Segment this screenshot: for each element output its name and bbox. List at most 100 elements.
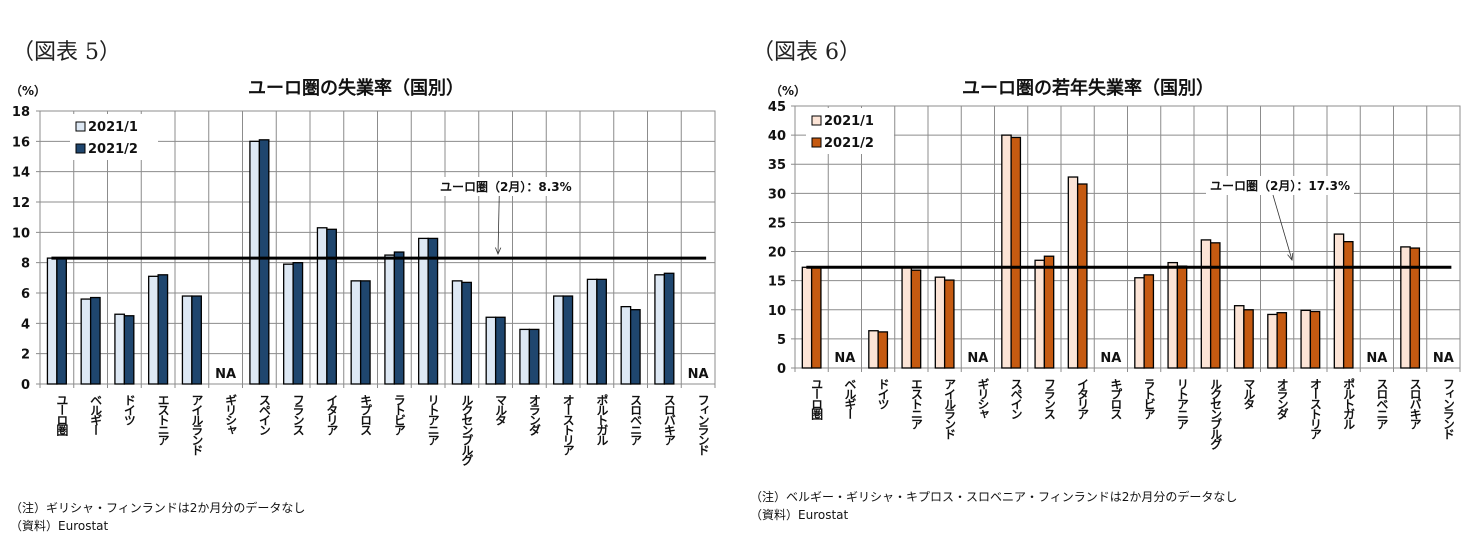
note-text: （注）ベルギー・ギリシャ・キプロス・スロベニア・フィンランドは2か月分のデータな…	[750, 490, 1238, 504]
source-text: （資料）Eurostat	[750, 508, 849, 522]
na-label: NA	[688, 367, 709, 382]
bar-2021-1	[451, 280, 463, 385]
legend-label: 2021/2	[824, 136, 874, 151]
bar-2021-2	[258, 139, 270, 385]
bar-2021-1	[1134, 277, 1145, 369]
bar-2021-2	[1143, 274, 1155, 369]
bar-2021-2	[1209, 242, 1221, 369]
x-tick-label: スロバキア	[662, 394, 676, 446]
figure-label: （図表 6）	[752, 40, 861, 65]
bar-2021-1	[586, 278, 598, 385]
y-tick-label: 10	[768, 304, 786, 319]
x-tick-label: リトアニア	[1175, 378, 1189, 430]
bar-2021-1	[1001, 134, 1012, 369]
y-tick-label: 40	[768, 129, 786, 144]
x-tick-label: ルクセンブルグ	[460, 394, 474, 466]
x-tick-label: フィンランド	[1441, 378, 1455, 440]
arrow-head-icon	[495, 247, 502, 256]
bar-2021-2	[292, 262, 304, 385]
x-tick-label: オランダ	[1275, 378, 1289, 420]
y-tick-label: 15	[768, 275, 786, 290]
bar-2021-1	[1034, 259, 1046, 369]
bar-2021-2	[1176, 265, 1188, 369]
bar-2021-2	[326, 228, 337, 385]
arrow-head-icon	[1287, 253, 1294, 261]
legend-swatch	[75, 121, 86, 132]
na-label: NA	[1366, 351, 1387, 366]
na-label: NA	[834, 351, 855, 366]
bar-2021-2	[562, 295, 574, 385]
annotation-background	[436, 177, 576, 196]
y-axis-unit: （%）	[10, 84, 47, 98]
na-label: NA	[967, 351, 988, 366]
bar-2021-1	[384, 254, 396, 385]
bar-2021-2	[89, 296, 101, 385]
x-tick-label: ポルトガル	[595, 393, 609, 446]
x-tick-label: ポルトガル	[1342, 377, 1356, 430]
bar-2021-1	[46, 257, 58, 385]
unemployment-chart: 0 2 4 6 8 10 12 14 16 18 ユーロ圏 ベルギー ドイツ エストニア アイルランド NA ギ…	[12, 105, 716, 466]
bar-2021-1	[901, 267, 913, 369]
y-tick-label: 8	[21, 257, 30, 272]
legend: 2021/1 2021/2	[806, 108, 894, 154]
y-tick-label: 16	[12, 135, 30, 150]
na-label: NA	[215, 367, 236, 382]
bar-2021-1	[1267, 313, 1278, 369]
legend-label: 2021/1	[824, 114, 874, 129]
bar-2021-2	[1276, 312, 1288, 369]
bar-2021-2	[157, 274, 169, 385]
bar-2021-1	[1067, 176, 1079, 369]
bar-2021-1	[485, 316, 497, 385]
bar-2021-2	[393, 251, 405, 385]
chart-notes: （注）ベルギー・ギリシャ・キプロス・スロベニア・フィンランドは2か月分のデータな…	[750, 488, 1237, 524]
y-tick-label: 6	[21, 287, 30, 302]
y-tick-label: 0	[777, 362, 786, 377]
x-tick-label: オーストリア	[561, 394, 575, 456]
bar-2021-1	[620, 305, 632, 385]
bar-2021-2	[596, 278, 607, 385]
legend: 2021/1 2021/2	[70, 114, 158, 160]
bar-2021-1	[418, 237, 429, 385]
y-tick-label: 0	[21, 378, 30, 393]
y-tick-label: 18	[12, 105, 30, 120]
x-tick-label: スロベニア	[629, 394, 643, 446]
bar-2021-1	[283, 263, 294, 385]
bar-2021-2	[359, 280, 371, 385]
bar-2021-2	[1409, 247, 1421, 369]
bar-2021-2	[56, 257, 67, 385]
bar-2021-1	[1333, 233, 1345, 369]
x-tick-label: キプロス	[359, 394, 373, 436]
x-tick-label: スロバキア	[1408, 378, 1422, 430]
bar-2021-1	[801, 266, 813, 369]
figure-6-panel: （図表 6） ユーロ圏の若年失業率（国別） （%） 0 5 10 15 20 25 30 35…	[740, 0, 1480, 559]
y-tick-label: 12	[12, 196, 30, 211]
reference-annotation: ユーロ圏（2月）：8.3%	[440, 179, 572, 194]
bar-2021-2	[1309, 310, 1321, 369]
y-tick-label: 35	[768, 158, 786, 173]
legend-swatch	[75, 143, 86, 154]
y-tick-label: 5	[777, 333, 786, 348]
bar-2021-1	[148, 275, 159, 385]
x-tick-label: アイルランド	[943, 378, 957, 440]
bar-2021-2	[1243, 309, 1254, 369]
bar-2021-1	[181, 295, 193, 385]
bar-2021-1	[934, 276, 946, 369]
y-axis-unit: （%）	[770, 84, 807, 98]
bar-2021-1	[519, 328, 531, 385]
y-tick-label: 4	[21, 317, 30, 332]
bar-2021-2	[629, 309, 641, 385]
x-tick-label: ラトビア	[392, 394, 406, 436]
bar-2021-1	[1167, 261, 1179, 369]
x-tick-label: ユーロ圏	[810, 378, 824, 421]
bar-2021-2	[943, 279, 955, 369]
bar-2021-1	[654, 274, 666, 385]
bar-2021-2	[663, 272, 675, 385]
x-tick-label: マルタ	[494, 394, 508, 426]
bar-2021-2	[1342, 241, 1354, 369]
x-tick-label: マルタ	[1242, 378, 1256, 410]
x-tick-label: リトアニア	[426, 394, 440, 446]
bar-2021-2	[810, 266, 822, 369]
x-tick-label: ギリシャ	[224, 394, 238, 435]
bar-2021-2	[494, 316, 506, 385]
y-tick-label: 10	[12, 226, 30, 241]
